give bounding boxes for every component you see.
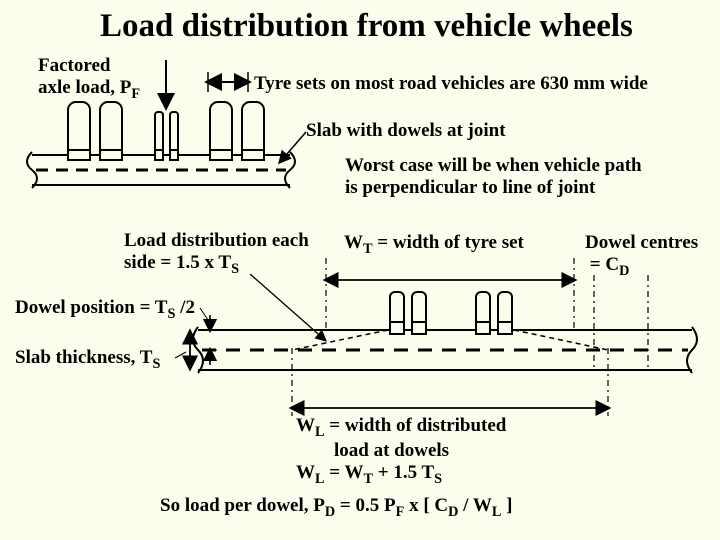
top-wheel-diagram [0, 0, 720, 540]
